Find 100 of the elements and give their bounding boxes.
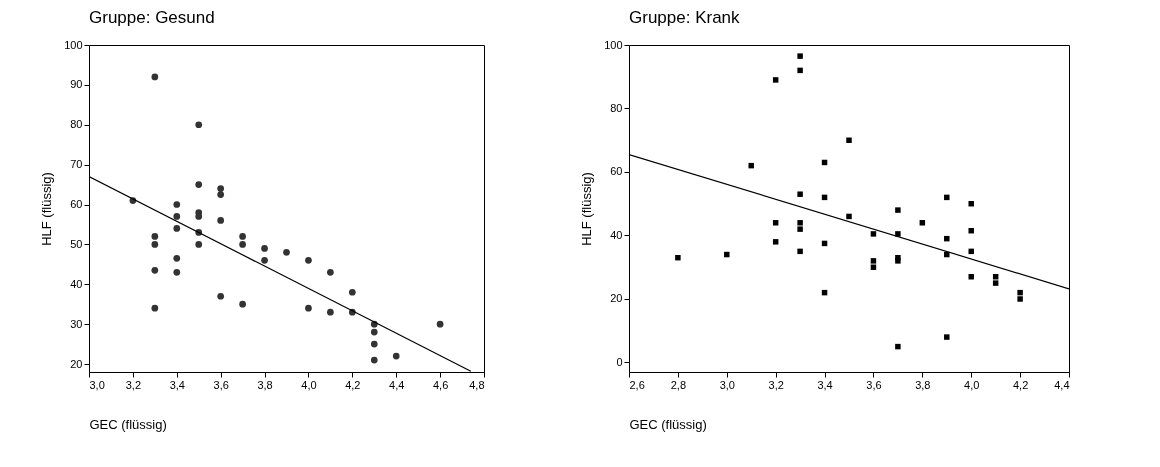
- x-tick-label: 3,2: [768, 378, 784, 391]
- point: [370, 356, 378, 364]
- point: [348, 288, 356, 296]
- y-tick-label: 0: [616, 355, 623, 368]
- point: [195, 241, 203, 248]
- y-tick-label: 60: [610, 165, 623, 178]
- x-tick-label: 4,6: [432, 378, 449, 391]
- point: [944, 235, 950, 242]
- point: [895, 343, 901, 350]
- point: [992, 280, 999, 286]
- point: [195, 121, 203, 129]
- x-tick-label: 2,6: [629, 378, 645, 391]
- y-tick-label: 40: [610, 228, 623, 241]
- point: [327, 308, 334, 316]
- x-tick-label: 3,6: [866, 378, 882, 391]
- point: [772, 220, 779, 226]
- chart-title: Gruppe: Krank: [629, 8, 741, 27]
- point: [151, 241, 159, 248]
- point: [968, 274, 974, 280]
- point: [797, 226, 803, 232]
- y-tick-label: 70: [70, 158, 83, 171]
- x-tick-label: 4,4: [389, 378, 405, 391]
- y-tick-label: 100: [64, 38, 83, 51]
- point: [968, 248, 974, 255]
- point: [217, 185, 225, 192]
- point: [305, 304, 312, 312]
- y-axis-title: HLF (flüssig): [39, 172, 55, 246]
- point: [797, 53, 803, 59]
- point: [895, 231, 901, 237]
- point: [217, 217, 225, 224]
- point: [748, 162, 754, 169]
- y-tick-label: 60: [70, 198, 83, 211]
- x-tick-label: 4,0: [301, 378, 317, 391]
- point: [151, 233, 159, 240]
- x-axis-title: GEC (flüssig): [89, 416, 167, 432]
- point: [870, 258, 877, 264]
- y-tick-label: 20: [70, 357, 83, 370]
- point: [797, 67, 803, 74]
- y-tick-label: 80: [70, 118, 83, 131]
- point: [173, 255, 181, 262]
- point: [772, 239, 779, 245]
- point: [724, 251, 730, 258]
- point: [968, 227, 974, 234]
- point: [870, 264, 877, 270]
- x-tick-label: 3,8: [915, 378, 931, 391]
- x-tick-label: 3,6: [213, 378, 229, 391]
- point: [968, 201, 974, 207]
- x-tick-label: 3,0: [719, 378, 735, 391]
- x-tick-label: 4,2: [345, 378, 361, 391]
- x-tick-label: 3,2: [125, 378, 142, 391]
- point: [239, 300, 246, 308]
- point: [797, 191, 803, 197]
- point: [675, 254, 681, 261]
- point: [195, 181, 203, 188]
- x-tick-label: 4,4: [1054, 378, 1070, 391]
- point: [1017, 296, 1023, 302]
- point: [261, 256, 268, 264]
- point: [436, 320, 444, 328]
- point: [305, 256, 312, 264]
- y-axis-title: HLF (flüssig): [579, 172, 595, 246]
- point: [370, 328, 378, 336]
- x-tick-label: 2,8: [670, 378, 687, 391]
- x-tick-label: 3,4: [169, 378, 185, 391]
- x-tick-label: 3,4: [817, 378, 833, 391]
- point: [173, 268, 181, 276]
- y-tick-label: 100: [604, 38, 623, 51]
- y-tick-label: 90: [70, 78, 83, 91]
- point: [392, 352, 400, 360]
- point: [217, 292, 225, 300]
- point: [797, 248, 803, 255]
- point: [944, 251, 950, 258]
- point: [895, 258, 901, 264]
- point: [772, 77, 779, 83]
- point: [239, 233, 246, 240]
- point: [944, 194, 950, 201]
- point: [151, 266, 159, 274]
- chart-title: Gruppe: Gesund: [89, 8, 215, 27]
- x-tick-label: 4,8: [469, 378, 485, 391]
- point: [151, 73, 159, 81]
- y-tick-label: 50: [70, 237, 83, 250]
- x-tick-label: 3,8: [257, 378, 273, 391]
- point: [370, 340, 378, 348]
- point: [797, 220, 803, 226]
- point: [283, 249, 290, 256]
- point: [919, 220, 926, 226]
- point: [895, 207, 901, 213]
- point: [239, 241, 246, 248]
- point: [173, 213, 181, 220]
- point: [217, 191, 225, 198]
- point: [870, 231, 877, 237]
- y-tick-label: 80: [610, 102, 623, 114]
- x-tick-label: 3,0: [89, 378, 105, 391]
- x-tick-label: 4,2: [1012, 378, 1029, 391]
- x-tick-label: 4,0: [964, 378, 980, 391]
- point: [1017, 289, 1023, 296]
- point: [327, 268, 334, 276]
- point: [151, 304, 159, 312]
- point: [846, 213, 852, 220]
- point: [173, 225, 181, 232]
- x-axis-title: GEC (flüssig): [629, 416, 707, 432]
